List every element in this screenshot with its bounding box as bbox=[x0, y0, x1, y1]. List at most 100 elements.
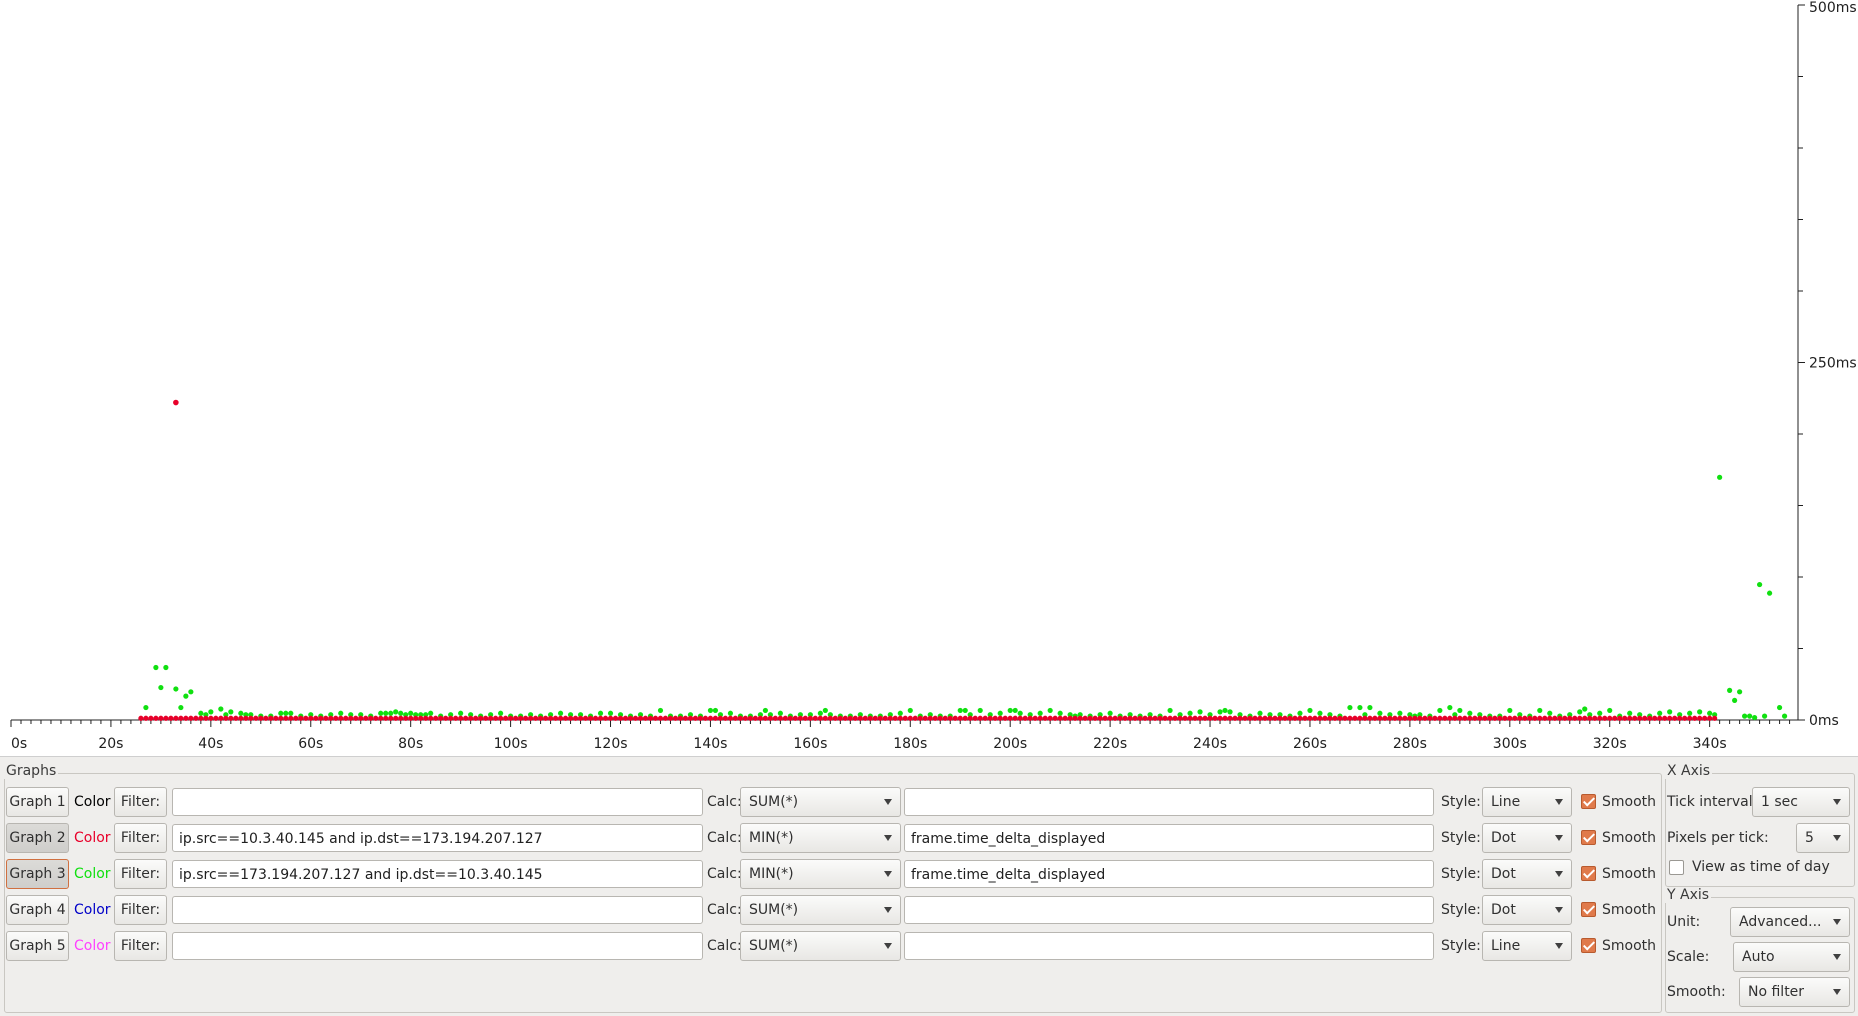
pixels-per-tick-select[interactable]: 5 bbox=[1796, 823, 1850, 853]
data-point bbox=[473, 715, 479, 721]
data-point bbox=[1157, 715, 1163, 721]
chevron-down-icon bbox=[884, 943, 892, 949]
data-point bbox=[1477, 715, 1483, 721]
data-point bbox=[697, 715, 704, 721]
calc-field-input[interactable] bbox=[904, 932, 1434, 960]
data-point bbox=[363, 715, 369, 721]
style-select[interactable]: Dot bbox=[1482, 895, 1572, 925]
style-select[interactable]: Line bbox=[1482, 787, 1572, 817]
data-point bbox=[547, 712, 554, 718]
data-point bbox=[1252, 715, 1258, 721]
graph-color-label[interactable]: Color bbox=[74, 794, 111, 810]
graph-toggle-button[interactable]: Graph 4 bbox=[6, 895, 69, 925]
smooth-checkbox[interactable] bbox=[1581, 902, 1596, 917]
filter-input[interactable] bbox=[172, 896, 703, 924]
scale-select[interactable]: Auto bbox=[1733, 942, 1850, 972]
graph-color-label[interactable]: Color bbox=[74, 830, 111, 846]
data-point bbox=[527, 712, 534, 718]
data-point bbox=[1222, 707, 1228, 714]
data-point bbox=[1002, 715, 1008, 721]
graph-color-label[interactable]: Color bbox=[74, 866, 111, 882]
data-point bbox=[637, 712, 644, 718]
data-point bbox=[662, 715, 669, 721]
filter-input[interactable]: ip.src==10.3.40.145 and ip.dst==173.194.… bbox=[172, 824, 703, 852]
filter-button[interactable]: Filter: bbox=[114, 823, 167, 853]
graph-toggle-button[interactable]: Graph 1 bbox=[6, 787, 69, 817]
data-point bbox=[1632, 715, 1638, 721]
data-point bbox=[1537, 707, 1543, 714]
filter-button[interactable]: Filter: bbox=[114, 895, 167, 925]
filter-button[interactable]: Filter: bbox=[114, 787, 167, 817]
style-select[interactable]: Line bbox=[1482, 931, 1572, 961]
calc-select[interactable]: SUM(*) bbox=[740, 895, 901, 925]
graph-toggle-button[interactable]: Graph 5 bbox=[6, 931, 69, 961]
data-point bbox=[647, 715, 654, 721]
calc-field-input[interactable] bbox=[904, 788, 1434, 816]
data-point bbox=[1327, 712, 1333, 718]
filter-input[interactable]: ip.src==173.194.207.127 and ip.dst==10.3… bbox=[172, 860, 703, 888]
data-point bbox=[1182, 715, 1188, 721]
time-of-day-checkbox[interactable] bbox=[1669, 860, 1684, 875]
smooth-checkbox[interactable] bbox=[1581, 794, 1596, 809]
data-point bbox=[927, 715, 933, 721]
y-smooth-select[interactable]: No filter bbox=[1739, 977, 1850, 1007]
calc-field-input[interactable] bbox=[904, 896, 1434, 924]
style-label: Style: bbox=[1441, 830, 1481, 846]
data-point bbox=[348, 715, 354, 721]
style-select[interactable]: Dot bbox=[1482, 823, 1572, 853]
data-point bbox=[1442, 715, 1448, 721]
filter-button[interactable]: Filter: bbox=[114, 859, 167, 889]
data-point bbox=[1392, 715, 1398, 721]
unit-select[interactable]: Advanced... bbox=[1730, 907, 1850, 937]
data-point bbox=[1627, 710, 1633, 716]
calc-value: MIN(*) bbox=[749, 830, 794, 846]
graph-color-label[interactable]: Color bbox=[74, 938, 111, 954]
filter-input[interactable] bbox=[172, 932, 703, 960]
data-point bbox=[188, 689, 194, 695]
data-point bbox=[972, 715, 978, 721]
graph-toggle-button[interactable]: Graph 3 bbox=[6, 859, 69, 889]
graph-toggle-button[interactable]: Graph 2 bbox=[6, 823, 69, 853]
data-point bbox=[253, 715, 259, 721]
data-point bbox=[837, 715, 843, 721]
data-point bbox=[448, 715, 454, 721]
data-point bbox=[1417, 712, 1423, 718]
io-graph-plot: 0s 20s 40s 60s 80s 100s 120s 140s 160s 180s 200s 22… bbox=[10, 0, 1857, 752]
filter-button[interactable]: Filter: bbox=[114, 931, 167, 961]
data-point bbox=[1047, 715, 1053, 721]
data-point bbox=[383, 710, 389, 716]
data-point bbox=[238, 715, 244, 721]
data-point bbox=[1297, 710, 1303, 716]
data-point bbox=[268, 715, 274, 721]
chevron-down-icon bbox=[1555, 799, 1563, 805]
data-point bbox=[1042, 715, 1048, 721]
calc-select[interactable]: MIN(*) bbox=[740, 823, 901, 853]
tick-interval-select[interactable]: 1 sec bbox=[1752, 787, 1850, 817]
data-point bbox=[797, 712, 803, 718]
data-point bbox=[1032, 715, 1038, 721]
data-point bbox=[897, 710, 903, 716]
data-point bbox=[737, 715, 744, 721]
data-point bbox=[862, 715, 868, 721]
calc-select[interactable]: SUM(*) bbox=[740, 931, 901, 961]
data-point bbox=[927, 712, 933, 718]
style-value: Dot bbox=[1491, 902, 1516, 918]
filter-input[interactable] bbox=[172, 788, 703, 816]
data-point bbox=[887, 712, 893, 718]
data-point bbox=[1582, 706, 1588, 712]
graph-color-label[interactable]: Color bbox=[74, 902, 111, 918]
calc-field-input[interactable]: frame.time_delta_displayed bbox=[904, 824, 1434, 852]
data-point bbox=[772, 715, 778, 721]
calc-select[interactable]: SUM(*) bbox=[740, 787, 901, 817]
smooth-checkbox[interactable] bbox=[1581, 830, 1596, 845]
smooth-checkbox[interactable] bbox=[1581, 866, 1596, 881]
data-point bbox=[1517, 712, 1523, 718]
data-point bbox=[1352, 715, 1358, 721]
smooth-checkbox[interactable] bbox=[1581, 938, 1596, 953]
style-select[interactable]: Dot bbox=[1482, 859, 1572, 889]
calc-select[interactable]: MIN(*) bbox=[740, 859, 901, 889]
data-point bbox=[1752, 714, 1758, 721]
data-point bbox=[1397, 710, 1403, 716]
calc-field-input[interactable]: frame.time_delta_displayed bbox=[904, 860, 1434, 888]
data-point bbox=[1407, 712, 1413, 718]
